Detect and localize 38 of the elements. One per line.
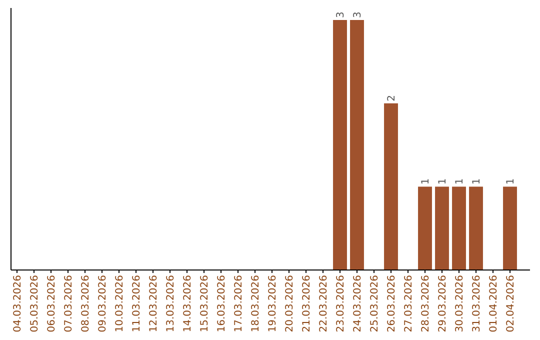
x-tick-label: 14.03.2026 — [182, 275, 194, 332]
x-tick-label: 19.03.2026 — [268, 275, 278, 332]
data-label: 1 — [506, 178, 516, 185]
x-tick-label: 04.03.2026 — [12, 275, 24, 332]
x-tick-label: 01.04.2026 — [488, 275, 500, 332]
x-tick-label: 29.03.2026 — [438, 275, 448, 332]
x-tick-label: 30.03.2026 — [454, 275, 466, 332]
x-tick-label: 05.03.2026 — [30, 275, 40, 332]
x-tick-label: 17.03.2026 — [234, 275, 244, 332]
x-tick-label: 27.03.2026 — [404, 275, 414, 332]
x-tick-label: 20.03.2026 — [284, 275, 296, 332]
data-label: 1 — [472, 178, 482, 185]
x-tick-label: 07.03.2026 — [64, 275, 74, 332]
x-tick-label: 26.03.2026 — [386, 275, 398, 332]
x-tick-label: 18.03.2026 — [250, 275, 262, 332]
data-label: 1 — [454, 178, 466, 185]
x-tick-label: 10.03.2026 — [114, 275, 126, 332]
data-label: 3 — [352, 12, 364, 18]
x-tick-label: 16.03.2026 — [216, 275, 228, 332]
x-tick-label: 02.04.2026 — [506, 275, 516, 332]
x-tick-label: 09.03.2026 — [98, 275, 108, 332]
x-tick-label: 25.03.2026 — [370, 275, 380, 332]
data-label: 3 — [336, 12, 346, 18]
x-tick-label: 08.03.2026 — [80, 275, 92, 332]
x-tick-label: 11.03.2026 — [132, 275, 142, 332]
x-tick-label: 13.03.2026 — [166, 275, 176, 332]
x-tick-label: 24.03.2026 — [352, 275, 364, 332]
x-tick-label: 06.03.2026 — [46, 275, 58, 332]
x-tick-label: 28.03.2026 — [420, 275, 432, 332]
data-label: 2 — [386, 94, 398, 102]
data-label: 1 — [420, 178, 432, 185]
x-tick-label: 23.03.2026 — [336, 275, 346, 332]
data-label: 1 — [438, 178, 448, 185]
x-tick-label: 21.03.2026 — [302, 275, 312, 332]
x-tick-label: 15.03.2026 — [200, 275, 210, 332]
x-tick-label: 31.03.2026 — [472, 275, 482, 332]
x-tick-label: 22.03.2026 — [318, 275, 330, 332]
x-tick-label: 12.03.2026 — [148, 275, 160, 332]
